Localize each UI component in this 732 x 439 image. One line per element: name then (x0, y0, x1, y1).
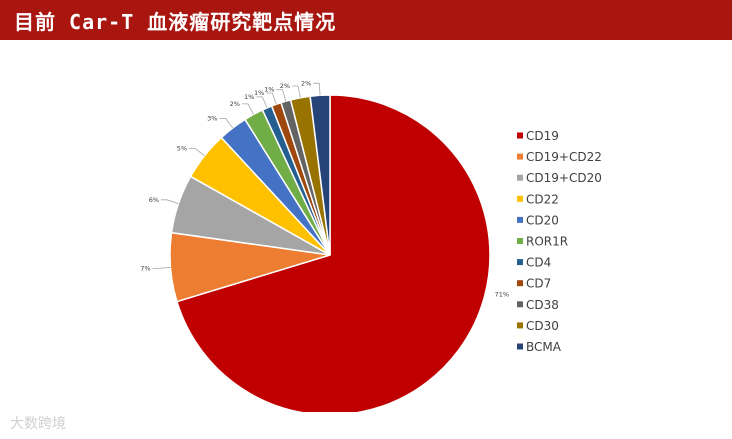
pie-slices (169, 94, 491, 412)
slice-label: 71% (495, 291, 509, 299)
slice-label: 7% (140, 264, 150, 272)
slice-label: 1% (264, 86, 274, 94)
legend-swatch (517, 195, 523, 202)
legend-swatch (517, 259, 523, 266)
pie-slice-cd19 (175, 94, 491, 412)
legend-label: CD20 (526, 213, 559, 227)
leader-line (152, 267, 171, 269)
leader-line (313, 82, 321, 96)
slice-labels: 71%7%6%5%3%2%1% 1% 1% 2% 2% (140, 79, 509, 298)
legend-label: CD22 (526, 192, 559, 206)
legend-swatch (517, 216, 523, 223)
leader-line (161, 199, 179, 205)
leader-line (276, 89, 287, 102)
legend-label: CD19+CD20 (526, 171, 602, 185)
leader-line (292, 85, 301, 98)
slice-label: 5% (177, 144, 187, 152)
legend-label: CD19 (526, 129, 559, 143)
slice-label: 6% (149, 196, 159, 204)
legend-swatch (517, 153, 523, 160)
slice-label: 2% (280, 82, 290, 90)
slice-label: 2% (301, 79, 311, 87)
legend: CD19 CD19+CD22 CD19+CD20 CD22 CD20 ROR1R CD4 CD… (517, 129, 602, 354)
legend-swatch (517, 174, 523, 181)
leader-line (256, 96, 268, 109)
legend-swatch (517, 322, 523, 329)
leader-line (189, 147, 205, 157)
legend-swatch (517, 301, 523, 308)
leader-line (266, 92, 277, 105)
page-title: 目前 Car-T 血液瘤研究靶点情况 (14, 10, 337, 34)
leader-line (241, 103, 254, 115)
pie-chart: 71%7%6%5%3%2%1% 1% 1% 2% 2% CD19CD19+CD22CD1… (140, 79, 602, 412)
legend-swatch (517, 280, 523, 287)
legend-label: CD7 (526, 277, 551, 291)
legend-swatch (517, 238, 523, 244)
slice-label: 3% (207, 114, 217, 122)
legend-label: BCMA (526, 340, 562, 354)
slice-label: 2% (230, 100, 240, 108)
legend-swatch (517, 132, 523, 139)
legend-label: ROR1R (526, 235, 568, 249)
slice-label: 1% (254, 89, 264, 97)
legend-swatch (517, 343, 523, 350)
legend-label: CD38 (526, 298, 559, 312)
title-bar: 目前 Car-T 血液瘤研究靶点情况 (0, 0, 732, 40)
leader-lines (152, 82, 321, 269)
legend-label: CD30 (526, 319, 559, 333)
slice-label: 1% (244, 93, 254, 101)
watermark: 大数跨境 (10, 416, 66, 432)
legend-label: CD19+CD22 (526, 150, 602, 164)
leader-line (219, 118, 234, 129)
legend-label: CD4 (526, 256, 551, 270)
